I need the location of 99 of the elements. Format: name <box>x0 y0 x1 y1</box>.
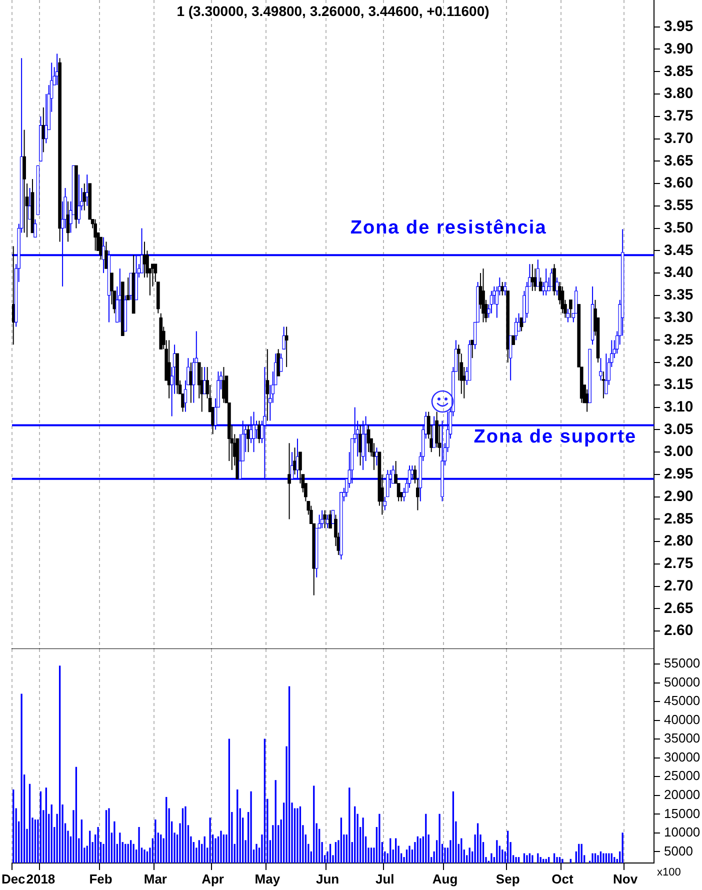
x-tick-label: Aug <box>432 871 458 886</box>
x-tick-label: Mar <box>144 871 167 886</box>
candlestick <box>192 358 196 404</box>
y-tick-label: 30000 <box>664 749 700 764</box>
y-tick-label: 3.80 <box>664 85 694 102</box>
y-tick-label: 2.65 <box>664 600 694 617</box>
x-tick-label: Apr <box>202 871 224 886</box>
y-tick-label: 3.90 <box>664 40 694 58</box>
y-tick-label: 35000 <box>664 730 700 746</box>
candlestick <box>326 514 330 529</box>
candlestick <box>118 268 122 323</box>
y-tick-label: 2.70 <box>664 577 694 594</box>
candlestick <box>293 447 296 475</box>
candlestick <box>538 277 542 292</box>
candlestick <box>536 259 540 287</box>
candlestick <box>599 358 602 381</box>
candlestick <box>279 353 283 372</box>
candlestick <box>44 93 48 144</box>
candlestick <box>55 53 59 86</box>
y-tick-label: 3.85 <box>664 62 694 80</box>
y-tick-label: 3.15 <box>664 376 694 394</box>
candlestick <box>602 370 606 399</box>
candlestick <box>566 308 570 323</box>
candlestick <box>34 218 37 238</box>
x-tick-label: Oct <box>552 871 574 886</box>
candlestick <box>604 353 608 394</box>
x-tick-label: Dec <box>1 871 26 886</box>
y-tick-label: 2.85 <box>664 510 694 528</box>
candlestick <box>320 510 324 529</box>
y-tick-label: 3.65 <box>664 152 694 170</box>
candlestick <box>99 236 102 260</box>
candlestick <box>574 286 578 314</box>
y-tick-label: 3.30 <box>664 308 694 326</box>
candlestick <box>482 268 485 323</box>
y-tick-label: 3.00 <box>664 443 694 460</box>
y-tick-label: 55000 <box>664 656 700 671</box>
candlestick <box>110 272 114 305</box>
candlestick <box>328 510 332 529</box>
x-tick-label: Jul <box>376 871 394 886</box>
candlestick <box>167 340 171 399</box>
candlestick <box>104 241 108 270</box>
y-tick-label: 2.95 <box>664 466 694 483</box>
candlestick <box>500 281 504 296</box>
candlestick <box>288 442 291 520</box>
y-tick-label: 40000 <box>664 712 700 727</box>
x-tick-label: Jun <box>316 871 340 886</box>
ref-line-label: Zona de resistência <box>350 217 547 238</box>
candlestick <box>77 174 81 224</box>
y-tick-label: 3.60 <box>664 174 694 192</box>
candlestick <box>282 326 286 350</box>
x-tick-label: Feb <box>89 871 112 886</box>
y-tick-label: 5000 <box>664 843 693 858</box>
y-tick-label: 45000 <box>664 693 700 708</box>
candlestick <box>383 496 387 511</box>
candlestick <box>85 174 89 206</box>
ref-line-label: Zona de suporte <box>474 426 637 448</box>
candlestick <box>126 277 130 300</box>
y-tick-label: 3.25 <box>664 331 694 348</box>
y-tick-label: 2.90 <box>664 488 694 505</box>
y-tick-label: 15000 <box>664 806 700 821</box>
candlestick <box>22 129 26 234</box>
x-tick-label: Sep <box>496 871 520 886</box>
y-tick-label: 3.05 <box>664 420 694 438</box>
y-tick-label: 25000 <box>664 768 700 784</box>
x-tick-label: Nov <box>613 871 638 886</box>
candlestick <box>490 290 494 314</box>
candlestick <box>552 264 556 296</box>
candlestick <box>276 348 280 376</box>
candlestick <box>375 447 378 466</box>
y-tick-label: 3.95 <box>664 18 694 35</box>
y-tick-label: 3.20 <box>664 354 694 371</box>
y-tick-label: 3.35 <box>664 286 694 304</box>
candlestick <box>402 487 406 502</box>
y-tick-label: 3.70 <box>664 130 694 147</box>
x-tick-label: May <box>254 871 281 886</box>
y-tick-label: 3.50 <box>664 219 694 236</box>
candlestick <box>547 277 550 292</box>
chart-title: 1 (3.30000, 3.49800, 3.26000, 3.44600, +0.11600) <box>176 2 490 19</box>
y-tick-label: 2.75 <box>664 555 694 572</box>
candlestick <box>503 281 507 296</box>
candlestick <box>331 510 335 524</box>
candlestick <box>298 452 302 484</box>
y-tick-label: 50000 <box>664 674 700 690</box>
y-tick-label: 3.45 <box>664 242 694 259</box>
y-tick-label: 2.60 <box>664 622 694 640</box>
x-tick-label: 2018 <box>26 871 56 886</box>
candlestick <box>82 183 86 211</box>
y-axis-title: x100 <box>657 866 681 879</box>
candlestick <box>508 335 512 381</box>
y-tick-label: 2.80 <box>664 532 694 550</box>
y-tick-label: 3.75 <box>664 108 694 125</box>
y-tick-label: 3.55 <box>664 197 694 214</box>
y-tick-label: 3.10 <box>664 398 694 416</box>
y-tick-label: 3.40 <box>664 264 694 282</box>
y-tick-label: 20000 <box>664 787 700 802</box>
candlestick <box>323 510 326 529</box>
candlestick <box>94 218 98 252</box>
y-tick-label: 10000 <box>664 824 700 840</box>
candlestick <box>568 299 572 318</box>
